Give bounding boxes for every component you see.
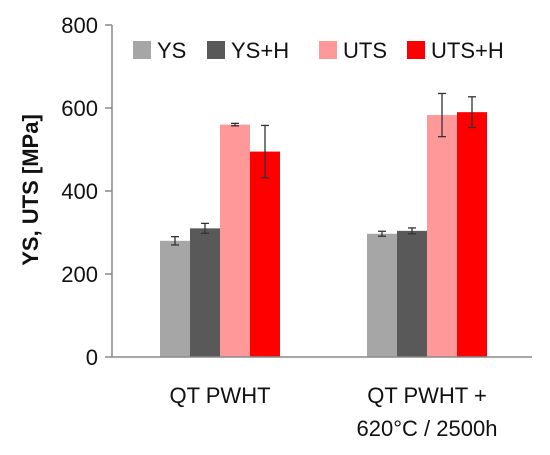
y-tick-label: 0	[86, 345, 98, 370]
bar-uts-cat1	[220, 124, 250, 357]
legend-swatch-ys	[133, 41, 151, 59]
error-bars	[171, 92, 476, 246]
category-labels: QT PWHT QT PWHT + 620°C / 2500h	[169, 383, 497, 441]
y-tick-label: 600	[61, 96, 98, 121]
legend-swatch-uts	[319, 41, 337, 59]
y-tick-label: 400	[61, 179, 98, 204]
y-axis-ticks: 0 200 400 600 800	[61, 13, 112, 370]
bar-ys-hh-cat2	[397, 230, 427, 357]
legend-swatch-ys-hh	[207, 41, 225, 59]
bar-ys-hh-cat1	[190, 228, 220, 357]
bar-uts-cat2	[427, 115, 457, 358]
legend: YS YS+H UTS UTS+H	[133, 38, 504, 63]
bar-ys-cat2	[367, 233, 397, 357]
legend-label-ys: YS	[157, 38, 186, 63]
category-label: 620°C / 2500h	[357, 416, 498, 441]
bar-ys-cat1	[160, 240, 190, 357]
bar-uts-hh-cat2	[457, 112, 487, 358]
category-label: QT PWHT +	[367, 383, 487, 408]
category-label: QT PWHT	[169, 383, 270, 408]
legend-label-uts: UTS	[343, 38, 387, 63]
y-tick-label: 800	[61, 13, 98, 38]
bars	[160, 112, 487, 358]
legend-label-uts-hh: UTS+H	[431, 38, 504, 63]
axes	[111, 25, 532, 358]
y-axis-title: YS, UTS [MPa]	[18, 114, 43, 266]
legend-swatch-uts-hh	[407, 41, 425, 59]
y-tick-label: 200	[61, 262, 98, 287]
bar-uts-hh-cat1	[250, 151, 280, 357]
legend-label-ys-hh: YS+H	[231, 38, 289, 63]
